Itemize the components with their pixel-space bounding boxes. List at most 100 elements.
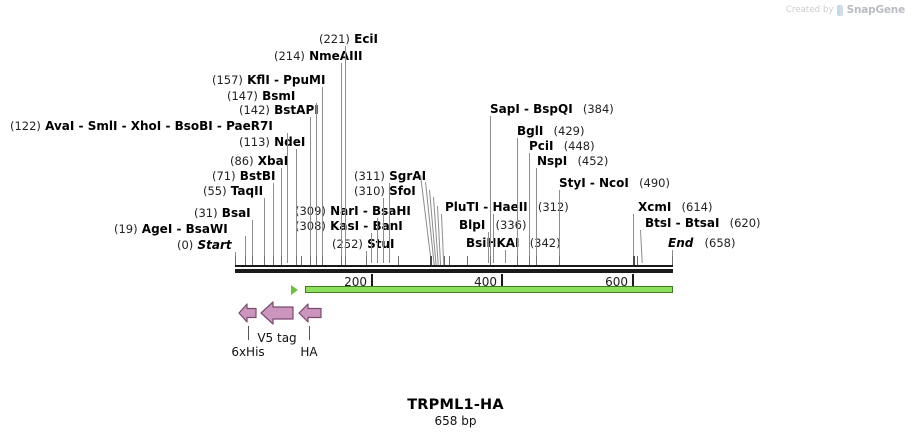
site-label-sapI-bspQI[interactable]: SapI - BspQI (384) xyxy=(490,103,614,116)
site-label-pciI[interactable]: PciI (448) xyxy=(529,140,595,153)
site-label-bsiHKAI[interactable]: BsiHKAI (342) xyxy=(466,237,561,250)
site-label-xbaI[interactable]: (86) XbaI xyxy=(230,155,288,168)
site-position: (221) xyxy=(319,32,350,46)
site-tick xyxy=(296,256,297,265)
site-label-styI-ncoI[interactable]: StyI - NcoI (490) xyxy=(559,177,670,190)
site-label-ndeI[interactable]: (113) NdeI xyxy=(239,136,305,149)
site-position: (336) xyxy=(495,218,527,232)
site-names: KasI - BanI xyxy=(330,219,403,233)
ruler-label-600: 600 xyxy=(605,275,628,289)
feature-label-v5tag: V5 tag xyxy=(257,331,297,345)
site-position: (429) xyxy=(553,124,585,138)
site-names: BsmI xyxy=(262,89,296,103)
site-names: BstBI xyxy=(239,169,276,183)
site-position: (452) xyxy=(577,154,609,168)
site-label-bstAPI[interactable]: (142) BstAPI xyxy=(239,104,319,117)
leader-line-narI xyxy=(377,218,378,263)
site-tick xyxy=(430,256,432,265)
site-position: (19) xyxy=(114,222,138,236)
site-label-ageI-bsaWI[interactable]: (19) AgeI - BsaWI xyxy=(114,223,228,236)
site-label-bstBI[interactable]: (71) BstBI xyxy=(212,170,275,183)
site-names: AvaI - SmlI - XhoI - BsoBI - PaeR7I xyxy=(45,119,273,133)
site-position: (113) xyxy=(239,135,270,149)
feature-arrow-ha[interactable] xyxy=(298,302,322,324)
site-label-nspI[interactable]: NspI (452) xyxy=(537,155,608,168)
site-tick xyxy=(467,256,468,265)
site-label-pluTI-haeII[interactable]: PluTI - HaeII (312) xyxy=(445,201,569,214)
leader-line-ndeI xyxy=(296,149,297,263)
site-names: PluTI - HaeII xyxy=(445,200,528,214)
site-names: BtsI - BtsaI xyxy=(645,216,720,230)
leader-line-blpI xyxy=(488,232,489,263)
site-names: StuI xyxy=(367,237,395,251)
site-names: End xyxy=(668,236,694,250)
leader-line-bstBI xyxy=(273,183,274,263)
site-label-kasI-banI[interactable]: (308) KasI - BanI xyxy=(295,220,403,233)
sequence-backbone-upper[interactable] xyxy=(235,265,673,267)
leader-line-eciI xyxy=(345,46,346,263)
site-label-end[interactable]: End (658) xyxy=(668,237,735,250)
leader-line-bsiHKAI xyxy=(505,250,506,263)
site-label-btsI-btsaI[interactable]: BtsI - BtsaI (620) xyxy=(645,217,761,230)
site-position: (252) xyxy=(332,237,363,251)
site-position: (490) xyxy=(639,176,670,190)
sequence-backbone-lower[interactable] xyxy=(235,269,673,273)
site-position: (0) xyxy=(177,238,194,252)
feature-tick-ha xyxy=(309,326,310,340)
leader-line-xcmI xyxy=(633,214,634,263)
leader-line-styI xyxy=(559,190,560,263)
site-tick xyxy=(252,256,253,265)
site-position: (86) xyxy=(230,154,254,168)
site-label-nmeAIII[interactable]: (214) NmeAIII xyxy=(274,50,363,63)
site-names: StyI - NcoI xyxy=(559,176,629,190)
site-position: (122) xyxy=(10,119,41,133)
site-label-stuI[interactable]: (252) StuI xyxy=(332,238,395,251)
feature-arrow-6xhis[interactable] xyxy=(238,302,257,324)
site-tick xyxy=(449,256,450,265)
site-label-bsmI[interactable]: (147) BsmI xyxy=(227,90,295,103)
site-tick xyxy=(633,256,635,265)
site-label-avaI-group[interactable]: (122) AvaI - SmlI - XhoI - BsoBI - PaeR7… xyxy=(10,120,273,133)
site-tick xyxy=(529,256,530,265)
site-tick xyxy=(310,256,311,265)
site-names: NmeAIII xyxy=(309,49,363,63)
site-label-bglI[interactable]: BglI (429) xyxy=(517,125,584,138)
site-names: NspI xyxy=(537,154,568,168)
site-names: BsiHKAI xyxy=(466,236,520,250)
watermark-created-by: Created by xyxy=(785,5,834,15)
site-position: (448) xyxy=(563,139,595,153)
site-position: (31) xyxy=(194,206,218,220)
site-label-eciI[interactable]: (221) EciI xyxy=(319,33,378,46)
site-label-bsaI[interactable]: (31) BsaI xyxy=(194,207,251,220)
site-tick xyxy=(444,256,445,265)
site-tick xyxy=(322,256,323,265)
site-tick xyxy=(264,256,265,265)
leader-line-kflI xyxy=(322,87,323,263)
snapgene-logo-icon xyxy=(836,4,844,16)
ruler-label-200: 200 xyxy=(344,275,367,289)
site-names: AgeI - BsaWI xyxy=(141,222,228,236)
site-label-kflI-ppuMI[interactable]: (157) KflI - PpuMI xyxy=(212,74,325,87)
site-label-taqII[interactable]: (55) TaqII xyxy=(203,185,263,198)
site-tick xyxy=(559,256,560,265)
site-names: KflI - PpuMI xyxy=(247,73,326,87)
site-position: (312) xyxy=(537,200,569,214)
site-tick xyxy=(345,256,346,265)
site-label-xcmI[interactable]: XcmI (614) xyxy=(638,201,712,214)
leader-line-bglI xyxy=(517,138,518,263)
site-tick xyxy=(245,256,246,265)
site-label-sfoI[interactable]: (310) SfoI xyxy=(354,185,416,198)
leader-line-pciI xyxy=(529,153,530,263)
leader-line-pluTI xyxy=(493,214,494,263)
site-label-sgrAI[interactable]: (311) SgrAI xyxy=(354,170,426,183)
site-label-start[interactable]: (0) Start xyxy=(177,239,232,252)
leader-line-avaI xyxy=(287,133,288,263)
site-names: SfoI xyxy=(389,184,416,198)
site-label-blpI[interactable]: BlpI (336) xyxy=(459,219,526,232)
site-label-narI-bsaHI[interactable]: (309) NarI - BsaHI xyxy=(295,205,411,218)
site-tick xyxy=(672,256,673,265)
site-position: (384) xyxy=(582,102,614,116)
site-names: BstAPI xyxy=(274,103,319,117)
orf-arrow[interactable] xyxy=(305,286,673,293)
feature-arrow-v5tag[interactable] xyxy=(260,301,294,325)
